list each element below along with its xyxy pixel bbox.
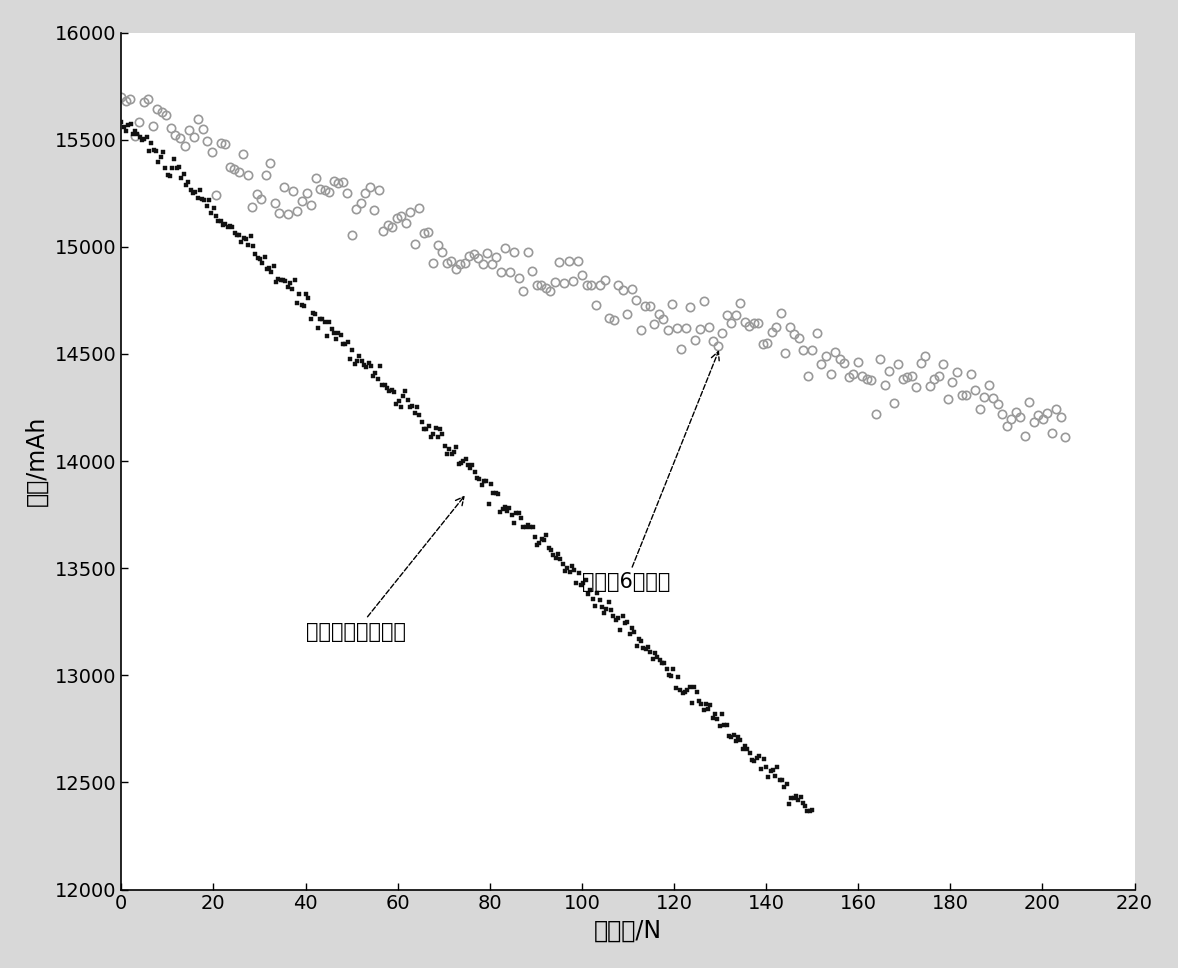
Text: 对比实施例电解液: 对比实施例电解液: [305, 497, 464, 642]
Y-axis label: 容量/mAh: 容量/mAh: [25, 416, 49, 506]
X-axis label: 循环数/N: 循环数/N: [594, 919, 662, 943]
Text: 实施例6电解液: 实施例6电解液: [582, 351, 720, 592]
